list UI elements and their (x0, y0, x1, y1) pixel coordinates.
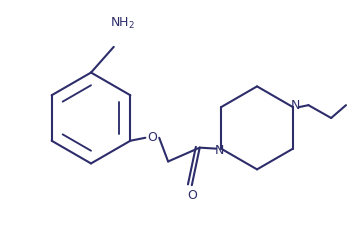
Text: O: O (187, 189, 197, 202)
Text: N: N (214, 144, 224, 157)
Text: NH$_2$: NH$_2$ (110, 16, 135, 31)
Text: N: N (290, 99, 300, 112)
Text: O: O (147, 131, 157, 144)
